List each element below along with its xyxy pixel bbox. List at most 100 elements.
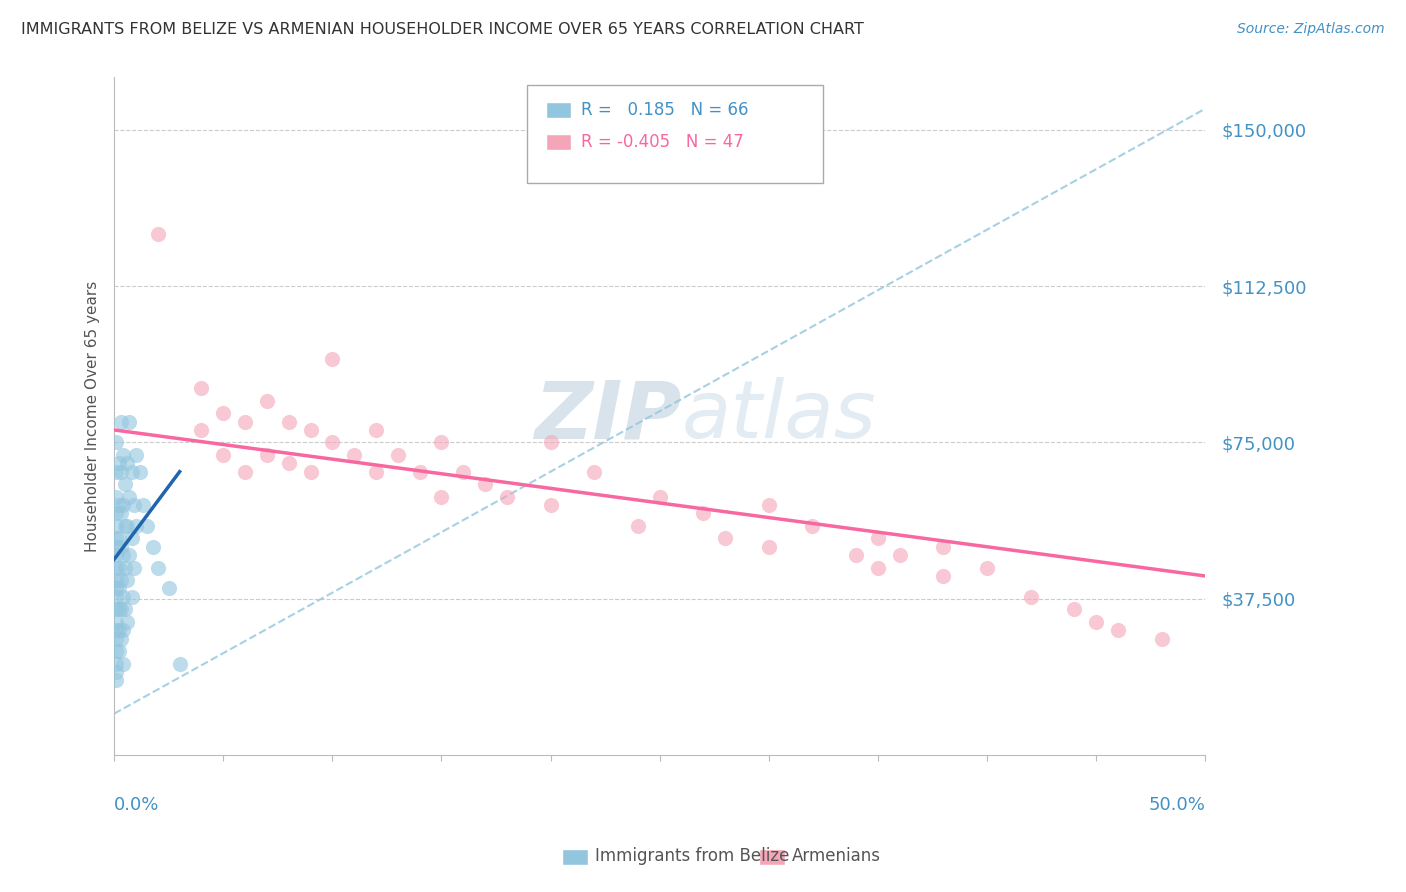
- Point: [114, 602, 136, 616]
- Point: [321, 435, 343, 450]
- Point: [1150, 632, 1173, 646]
- Point: [299, 465, 322, 479]
- Point: [801, 519, 824, 533]
- Point: [1107, 623, 1129, 637]
- Point: [648, 490, 671, 504]
- Point: [932, 540, 955, 554]
- Point: [364, 423, 387, 437]
- Point: [430, 435, 453, 450]
- Y-axis label: Householder Income Over 65 years: Householder Income Over 65 years: [86, 281, 100, 552]
- Point: [107, 602, 129, 616]
- Point: [1063, 602, 1085, 616]
- Point: [146, 560, 169, 574]
- Point: [714, 532, 737, 546]
- Point: [146, 227, 169, 241]
- Point: [758, 540, 780, 554]
- Point: [111, 548, 134, 562]
- Point: [105, 548, 128, 562]
- Point: [121, 532, 143, 546]
- Point: [321, 352, 343, 367]
- Point: [111, 657, 134, 671]
- Text: R =   0.185   N = 66: R = 0.185 N = 66: [581, 101, 748, 119]
- Point: [118, 415, 141, 429]
- Point: [277, 456, 299, 470]
- Point: [157, 582, 180, 596]
- Point: [105, 582, 128, 596]
- Point: [125, 519, 148, 533]
- Point: [105, 519, 128, 533]
- Point: [692, 507, 714, 521]
- Point: [111, 623, 134, 637]
- Text: atlas: atlas: [682, 377, 876, 456]
- Point: [256, 448, 278, 462]
- Point: [105, 615, 128, 629]
- Text: Source: ZipAtlas.com: Source: ZipAtlas.com: [1237, 22, 1385, 37]
- Point: [107, 456, 129, 470]
- Point: [866, 532, 889, 546]
- Point: [129, 465, 152, 479]
- Point: [131, 498, 153, 512]
- Point: [105, 602, 128, 616]
- Point: [233, 415, 256, 429]
- Point: [233, 465, 256, 479]
- Point: [121, 590, 143, 604]
- Point: [364, 465, 387, 479]
- Point: [387, 448, 409, 462]
- Point: [190, 381, 212, 395]
- Point: [105, 560, 128, 574]
- Point: [474, 477, 496, 491]
- Point: [105, 673, 128, 688]
- Point: [114, 519, 136, 533]
- Point: [110, 573, 132, 587]
- Point: [110, 540, 132, 554]
- Text: 50.0%: 50.0%: [1149, 796, 1205, 814]
- Point: [117, 615, 139, 629]
- Point: [111, 590, 134, 604]
- Point: [107, 560, 129, 574]
- Point: [105, 435, 128, 450]
- Point: [122, 560, 145, 574]
- Text: Immigrants from Belize: Immigrants from Belize: [595, 847, 789, 865]
- Point: [212, 448, 235, 462]
- Point: [105, 590, 128, 604]
- Point: [866, 560, 889, 574]
- Point: [932, 569, 955, 583]
- Point: [496, 490, 519, 504]
- Point: [105, 540, 128, 554]
- Point: [343, 448, 366, 462]
- Point: [125, 448, 148, 462]
- Point: [114, 560, 136, 574]
- Text: IMMIGRANTS FROM BELIZE VS ARMENIAN HOUSEHOLDER INCOME OVER 65 YEARS CORRELATION : IMMIGRANTS FROM BELIZE VS ARMENIAN HOUSE…: [21, 22, 863, 37]
- Point: [190, 423, 212, 437]
- Point: [212, 406, 235, 420]
- Point: [1085, 615, 1108, 629]
- Point: [105, 657, 128, 671]
- Point: [107, 498, 129, 512]
- Point: [118, 490, 141, 504]
- Point: [110, 602, 132, 616]
- Point: [105, 532, 128, 546]
- Point: [453, 465, 475, 479]
- Point: [117, 456, 139, 470]
- Point: [111, 498, 134, 512]
- Point: [117, 519, 139, 533]
- Point: [976, 560, 998, 574]
- Text: 0.0%: 0.0%: [114, 796, 159, 814]
- Point: [135, 519, 157, 533]
- Point: [105, 573, 128, 587]
- Point: [107, 623, 129, 637]
- Point: [845, 548, 868, 562]
- Point: [111, 448, 134, 462]
- Point: [110, 632, 132, 646]
- Point: [277, 415, 299, 429]
- Point: [540, 435, 562, 450]
- Point: [110, 465, 132, 479]
- Text: Armenians: Armenians: [792, 847, 880, 865]
- Point: [110, 415, 132, 429]
- Point: [121, 465, 143, 479]
- Point: [627, 519, 650, 533]
- Point: [1019, 590, 1042, 604]
- Point: [430, 490, 453, 504]
- Point: [889, 548, 911, 562]
- Point: [105, 507, 128, 521]
